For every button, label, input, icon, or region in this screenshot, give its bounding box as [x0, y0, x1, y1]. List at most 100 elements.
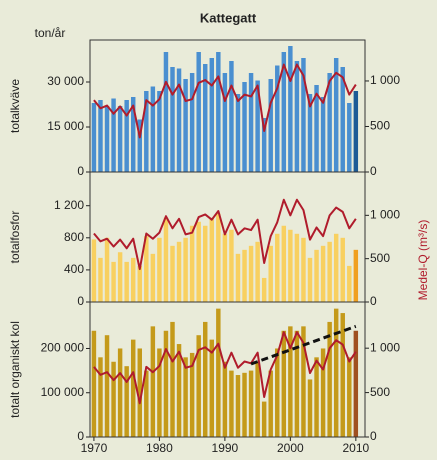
bar: [157, 237, 162, 302]
chart-title: Kattegatt: [200, 10, 257, 25]
bar: [222, 233, 228, 302]
bar: [124, 261, 129, 302]
bar: [261, 118, 267, 172]
y2-tick-label: 0: [370, 164, 377, 178]
bar: [294, 330, 300, 437]
bar: [111, 361, 116, 437]
y2-tick-label: 500: [370, 119, 390, 133]
bar: [294, 61, 300, 172]
bar: [144, 370, 149, 437]
bar: [229, 370, 234, 437]
bar: [117, 252, 123, 302]
y-tick-label: 30 000: [47, 74, 84, 88]
bar: [340, 313, 345, 437]
bar: [104, 237, 110, 302]
bar: [196, 221, 201, 302]
bar: [268, 370, 273, 437]
bar: [275, 348, 280, 437]
bar: [183, 357, 188, 437]
bar: [203, 321, 208, 437]
bar: [203, 225, 208, 302]
bar: [281, 225, 287, 302]
bar: [157, 91, 162, 172]
bar: [170, 67, 175, 172]
bar: [294, 233, 300, 302]
y-tick-label: 0: [77, 429, 84, 443]
bar: [255, 361, 260, 437]
bar: [117, 348, 123, 437]
bar: [196, 335, 201, 437]
bar: [229, 229, 234, 302]
bar: [150, 86, 156, 172]
bar: [347, 103, 352, 172]
bar: [235, 253, 241, 302]
bar: [288, 229, 293, 302]
bar: [196, 52, 201, 172]
y2-tick-label: 1 000: [370, 340, 400, 354]
bar: [157, 348, 162, 437]
flow-line: [93, 198, 357, 271]
y-tick-label: 100 000: [41, 385, 85, 399]
y2-tick-label: 500: [370, 385, 390, 399]
x-tick-label: 2010: [342, 441, 369, 455]
bar: [124, 366, 129, 437]
bar: [130, 339, 136, 437]
bar: [183, 237, 188, 302]
bar: [183, 79, 188, 172]
bar: [340, 237, 345, 302]
bar: [144, 236, 149, 302]
x-tick-label: 1990: [212, 441, 239, 455]
bar: [209, 217, 215, 302]
flow-line: [93, 63, 357, 139]
bar: [117, 106, 123, 172]
y2-tick-label: 500: [370, 251, 390, 265]
bar: [261, 277, 267, 302]
panel-frame: [89, 301, 366, 438]
x-tick-label: 1980: [146, 441, 173, 455]
x-tick-label: 2000: [277, 441, 304, 455]
bar: [255, 241, 260, 302]
bar: [255, 80, 260, 172]
y-tick-label: 800: [64, 230, 84, 244]
bar: [261, 401, 267, 437]
bar: [104, 106, 110, 172]
bar: [111, 261, 116, 302]
bar: [203, 64, 208, 172]
bar: [209, 58, 215, 172]
bar: [275, 233, 280, 302]
bar: [150, 253, 156, 302]
y2-tick-label: 1 000: [370, 208, 400, 222]
bar: [248, 245, 254, 302]
bar: [307, 379, 313, 437]
bar: [216, 213, 221, 302]
bar: [268, 79, 273, 172]
bar: [281, 52, 287, 172]
bar: [137, 348, 142, 437]
bar: [288, 46, 293, 172]
bar: [347, 357, 352, 437]
bar: [189, 73, 195, 172]
bar: [150, 326, 156, 437]
bar: [209, 339, 215, 437]
bar: [327, 241, 332, 302]
bar: [248, 370, 254, 437]
y2-tick-label: 0: [370, 294, 377, 308]
y2-tick-label: 1 000: [370, 73, 400, 87]
bar: [98, 357, 103, 437]
trend-line: [250, 324, 357, 366]
bar: [333, 58, 339, 172]
bar: [320, 245, 326, 302]
bar: [320, 97, 326, 172]
flow-line: [93, 331, 357, 405]
bar: [104, 335, 110, 437]
bar: [216, 52, 221, 172]
bar: [281, 330, 287, 437]
bar: [353, 91, 359, 172]
bar: [170, 245, 175, 302]
y-tick-label: 0: [77, 294, 84, 308]
bar: [242, 249, 247, 302]
y2-axis-label: Medel-Q (m³/s): [416, 220, 430, 301]
x-tick-label: 1970: [81, 441, 108, 455]
bar: [314, 85, 319, 172]
bar: [229, 61, 234, 172]
